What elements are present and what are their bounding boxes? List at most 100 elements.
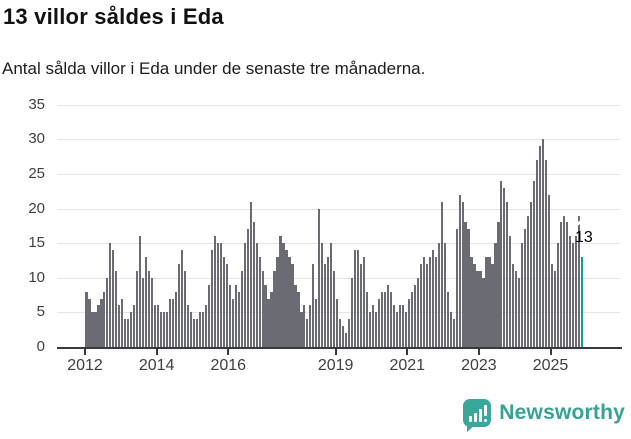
bar (315, 298, 318, 347)
exclamation-bar-icon (484, 405, 488, 416)
bar (171, 298, 175, 347)
bar (464, 222, 467, 347)
y-tick-label: 30 (28, 130, 45, 148)
bar (554, 270, 557, 347)
bar (330, 243, 333, 347)
bar (303, 305, 306, 347)
bar (261, 270, 264, 347)
bar (455, 229, 458, 347)
bar (437, 243, 440, 347)
bar (500, 180, 503, 347)
bar (577, 215, 581, 347)
bar-highlight (580, 257, 584, 347)
bar (192, 319, 196, 347)
bar (365, 291, 369, 347)
bar (246, 229, 249, 347)
bar (473, 263, 476, 347)
bar (551, 263, 554, 347)
bar (103, 291, 106, 347)
grid-line (57, 208, 620, 210)
bar (494, 243, 497, 347)
bar (243, 243, 246, 347)
bar (410, 291, 413, 347)
x-tick-label: 2023 (461, 357, 497, 374)
bar (180, 250, 184, 347)
bar (565, 222, 569, 347)
bar (195, 319, 199, 347)
bar (351, 277, 354, 347)
bar (118, 305, 121, 347)
y-tick-label: 5 (36, 303, 45, 321)
bar (136, 270, 139, 347)
bar (422, 257, 425, 347)
bar (327, 257, 330, 347)
bar (270, 291, 273, 347)
bar (354, 250, 357, 347)
bar (97, 305, 100, 347)
bar (374, 312, 378, 347)
bar (240, 270, 243, 347)
bar (574, 236, 578, 347)
bar (321, 243, 324, 347)
bar (124, 319, 127, 347)
bar (222, 257, 225, 347)
page-title: 13 villor såldes i Eda (3, 4, 224, 29)
bar (204, 305, 207, 347)
bar (91, 312, 94, 347)
bar (515, 270, 518, 347)
bar (225, 263, 228, 347)
bar (506, 201, 509, 347)
bar (488, 257, 491, 347)
bar (88, 298, 91, 347)
bar (231, 298, 234, 347)
bar (539, 146, 542, 347)
bar (333, 270, 336, 347)
bar (300, 312, 303, 347)
bar (249, 201, 252, 347)
bar (533, 180, 536, 347)
x-axis-line (57, 347, 622, 349)
newsworthy-wordmark: Newsworthy (499, 401, 625, 424)
y-tick-label: 20 (28, 199, 45, 217)
bar (428, 257, 431, 347)
bar (219, 243, 222, 347)
bar (210, 250, 213, 347)
y-tick-label: 0 (36, 338, 45, 355)
bar (368, 312, 372, 347)
bar (342, 326, 345, 347)
bar (288, 257, 291, 347)
bar (452, 319, 455, 347)
bar (530, 201, 533, 347)
bar (446, 291, 449, 347)
bar (461, 201, 464, 347)
bar (264, 284, 267, 347)
bar (395, 312, 399, 347)
x-axis-tick (155, 349, 158, 355)
bar (148, 270, 151, 347)
bar (163, 312, 166, 347)
bar (571, 243, 575, 347)
bar (189, 312, 193, 347)
bar (360, 263, 363, 347)
bar (521, 243, 524, 347)
grid-line (57, 174, 620, 176)
bar (357, 250, 360, 347)
bar (503, 187, 506, 347)
bar (130, 312, 133, 347)
bar (470, 257, 473, 347)
bar (548, 194, 551, 347)
bar (509, 236, 512, 347)
bar (440, 201, 443, 347)
bar (133, 305, 136, 347)
bar (186, 305, 190, 347)
bar (536, 160, 539, 347)
bar (497, 222, 500, 347)
bar (174, 291, 178, 347)
bar (476, 270, 479, 347)
grid-line (57, 277, 620, 279)
bar (151, 277, 154, 347)
bar (443, 243, 446, 347)
newsworthy-logo[interactable]: Newsworthy (463, 399, 625, 432)
bar (398, 305, 401, 347)
bar (94, 312, 97, 347)
